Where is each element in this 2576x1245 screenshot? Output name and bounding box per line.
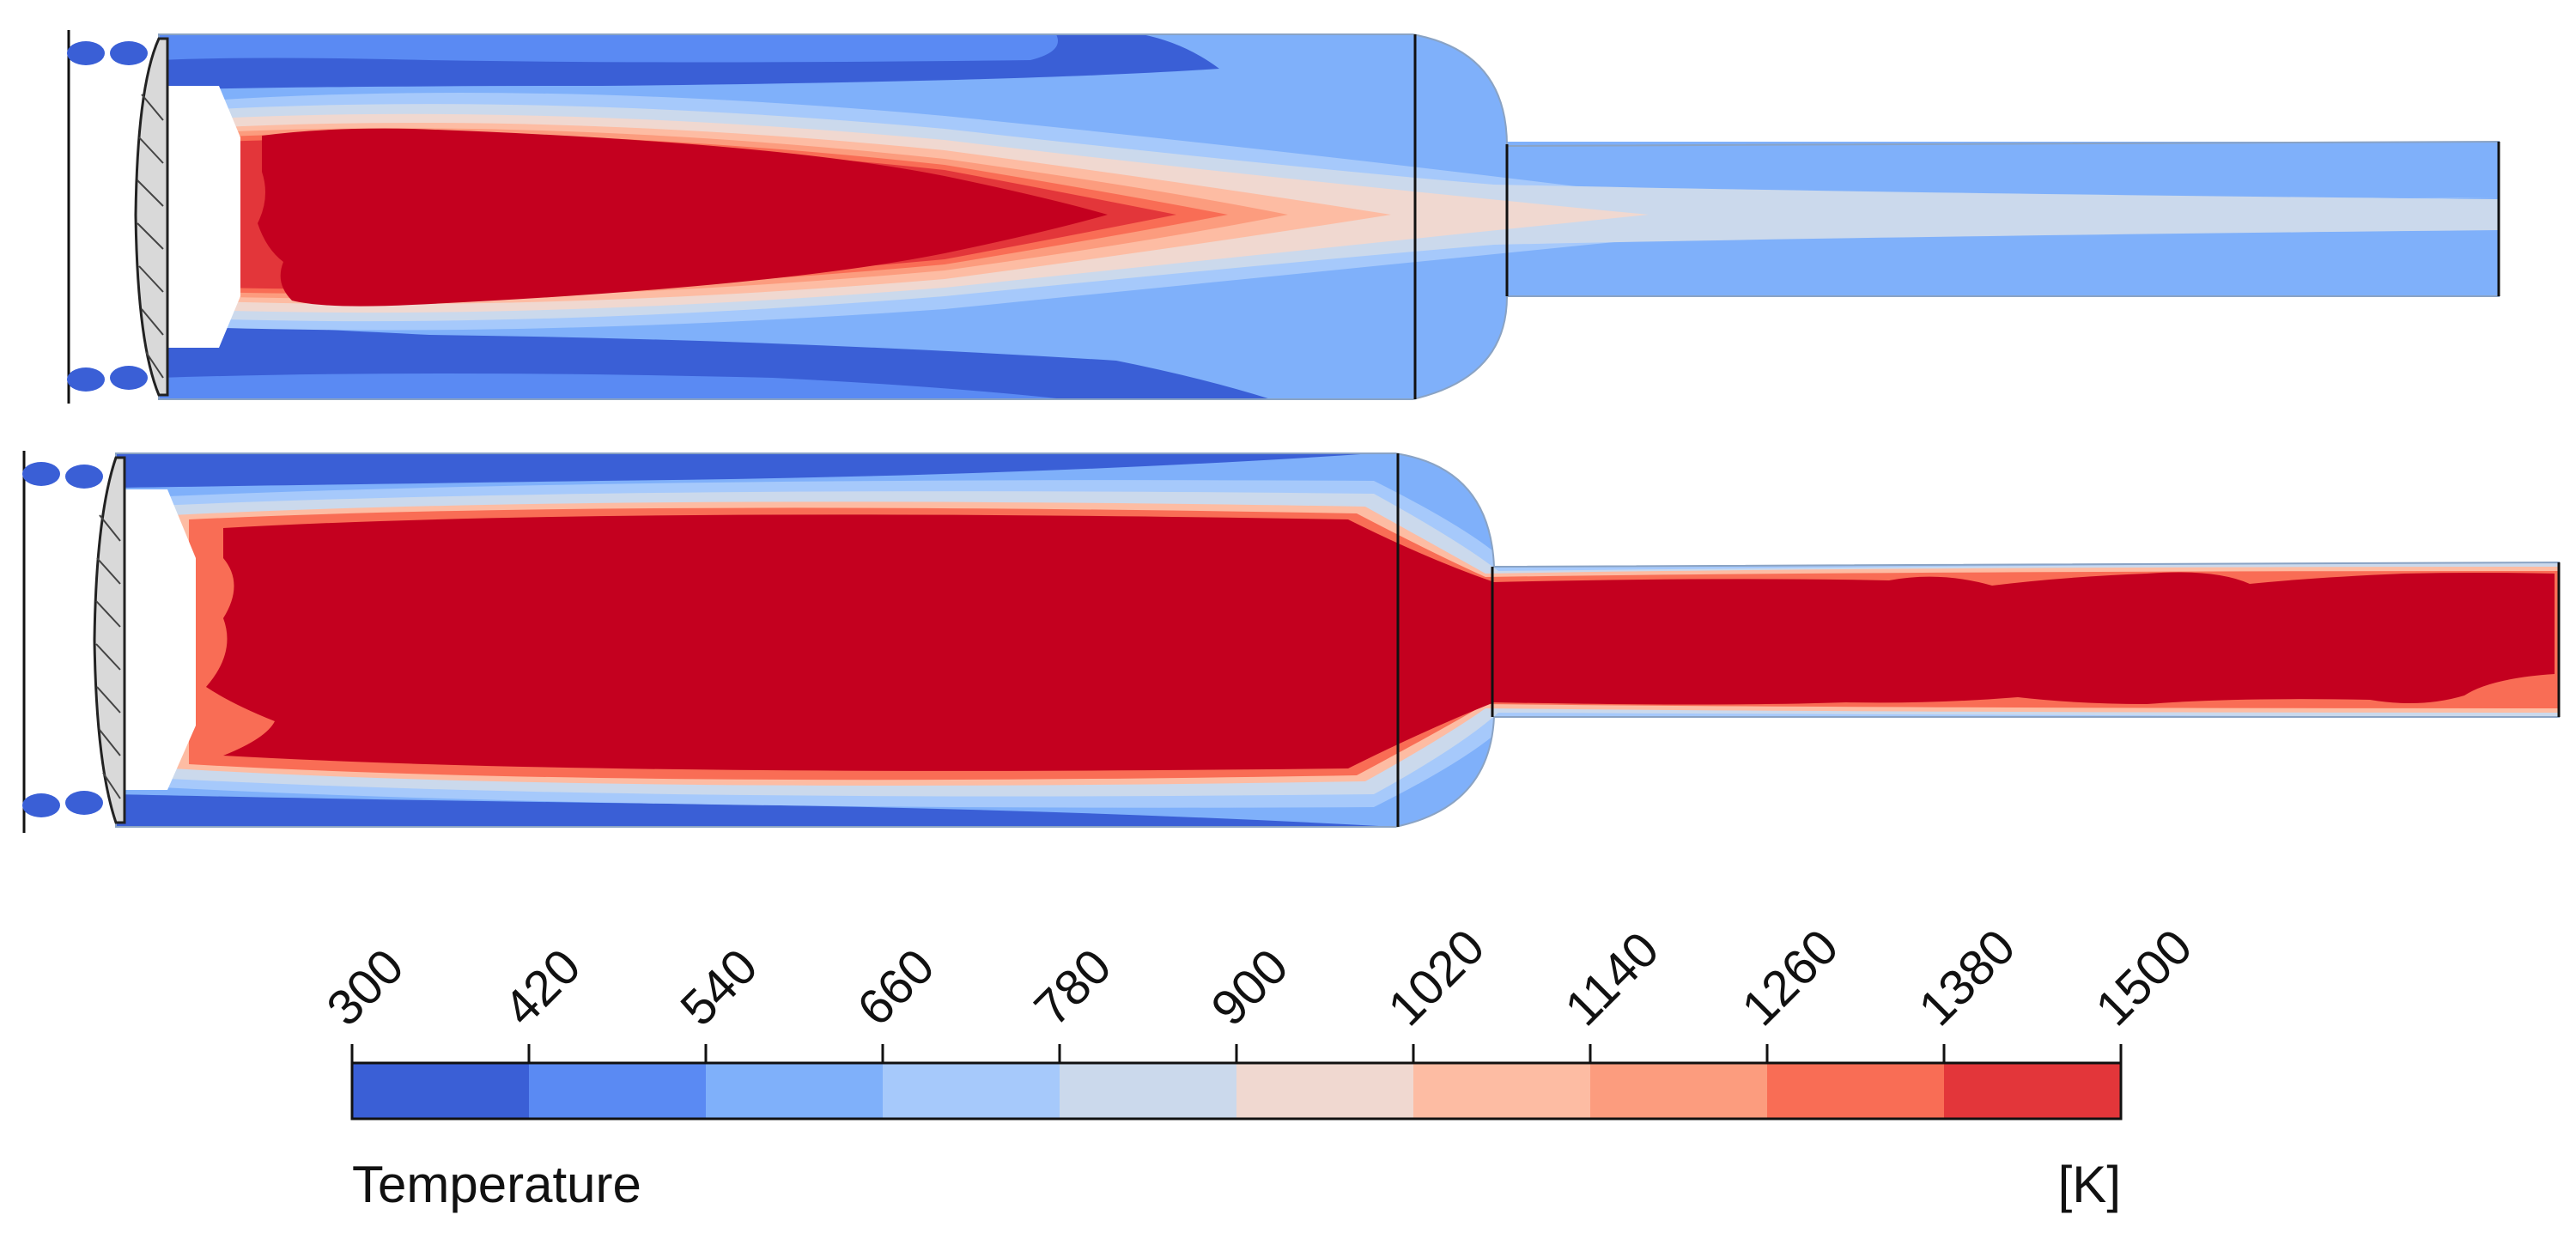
colorbar-swatch — [883, 1063, 1060, 1119]
colorbar-tick-label: 660 — [847, 938, 945, 1036]
inlet-region — [159, 86, 240, 348]
colorbar-swatch — [352, 1063, 530, 1119]
droplet — [65, 465, 103, 489]
injector-swirler-bottom — [93, 456, 126, 824]
temperature-colorbar-legend: 300 420 540 660 780 900 1020 1140 1260 1380 1500 T… — [316, 919, 2202, 1213]
injector-swirler-top-mesh — [137, 94, 164, 379]
colorbar-ticks — [350, 1044, 2123, 1063]
contour-panel-top — [67, 30, 2500, 404]
colorbar-tick-label: 1260 — [1731, 919, 1849, 1036]
colorbar-tick-label: 1500 — [2085, 919, 2202, 1036]
droplet — [65, 791, 103, 815]
band-1500 — [258, 128, 1108, 307]
legend-unit: [K] — [2058, 1156, 2121, 1213]
colorbar-tick-label: 1140 — [1554, 921, 1669, 1036]
droplet — [110, 41, 148, 65]
colorbar-swatch — [1413, 1063, 1591, 1119]
legend-title: Temperature — [352, 1156, 641, 1213]
injector-swirler-bottom-mesh — [95, 514, 121, 799]
droplet — [67, 367, 105, 392]
colorbar-swatch — [706, 1063, 884, 1119]
droplet — [22, 462, 60, 486]
colorbar-swatch — [1590, 1063, 1768, 1119]
colorbar-tick-label: 1380 — [1908, 919, 2026, 1036]
droplet — [22, 793, 60, 817]
band-420-bottom-wall — [159, 374, 1065, 399]
droplet — [67, 41, 105, 65]
colorbar-swatch — [1944, 1063, 2122, 1119]
band-300-bottom-wall — [116, 794, 1395, 827]
colorbar-tick-label: 900 — [1200, 938, 1298, 1036]
colorbar-tick-label: 300 — [316, 938, 414, 1036]
colorbar-tick-label: 780 — [1024, 938, 1121, 1036]
colorbar-tick-label: 540 — [670, 938, 768, 1036]
colorbar-tick-label: 1020 — [1377, 919, 1495, 1036]
colorbar-swatch — [1767, 1063, 1945, 1119]
injector-swirler-top — [134, 37, 169, 397]
inlet-region — [116, 489, 196, 790]
band-1500 — [206, 514, 2555, 771]
colorbar-tick-label: 420 — [493, 938, 591, 1036]
colorbar-swatch — [1060, 1063, 1237, 1119]
droplet — [110, 366, 148, 390]
contour-panel-bottom — [22, 451, 2561, 833]
colorbar-tick-labels: 300 420 540 660 780 900 1020 1140 1260 1380 1500 — [316, 919, 2202, 1036]
colorbar-swatch — [1236, 1063, 1414, 1119]
colorbar-swatch — [529, 1063, 707, 1119]
band-420-top-wall — [159, 34, 1058, 63]
colorbar — [350, 1061, 2123, 1120]
band-300-top-wall — [116, 453, 1374, 488]
